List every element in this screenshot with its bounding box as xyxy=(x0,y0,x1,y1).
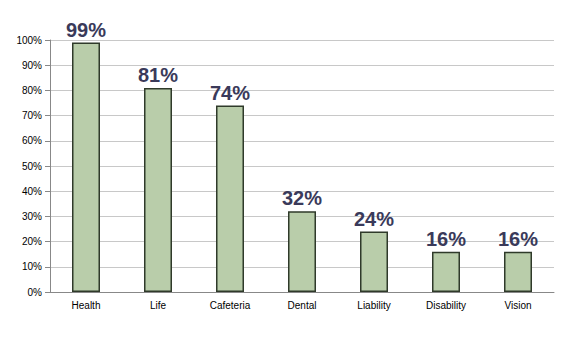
svg-text:30%: 30% xyxy=(22,211,42,222)
svg-text:16%: 16% xyxy=(498,228,538,250)
svg-text:80%: 80% xyxy=(22,85,42,96)
svg-text:10%: 10% xyxy=(22,261,42,272)
svg-text:60%: 60% xyxy=(22,135,42,146)
svg-text:Liability: Liability xyxy=(357,300,390,311)
svg-text:Vision: Vision xyxy=(504,300,531,311)
svg-text:16%: 16% xyxy=(426,228,466,250)
svg-text:50%: 50% xyxy=(22,161,42,172)
svg-text:Dental: Dental xyxy=(288,300,317,311)
svg-text:20%: 20% xyxy=(22,236,42,247)
svg-text:Cafeteria: Cafeteria xyxy=(210,300,251,311)
svg-text:74%: 74% xyxy=(210,82,250,104)
svg-text:Disability: Disability xyxy=(426,300,466,311)
svg-text:90%: 90% xyxy=(22,60,42,71)
svg-text:40%: 40% xyxy=(22,186,42,197)
svg-text:99%: 99% xyxy=(66,19,106,41)
svg-text:32%: 32% xyxy=(282,187,322,209)
svg-text:24%: 24% xyxy=(354,208,394,230)
svg-text:81%: 81% xyxy=(138,64,178,86)
svg-text:100%: 100% xyxy=(16,35,42,46)
svg-text:70%: 70% xyxy=(22,110,42,121)
svg-text:Health: Health xyxy=(72,300,101,311)
svg-text:0%: 0% xyxy=(28,287,43,298)
svg-text:Life: Life xyxy=(150,300,167,311)
